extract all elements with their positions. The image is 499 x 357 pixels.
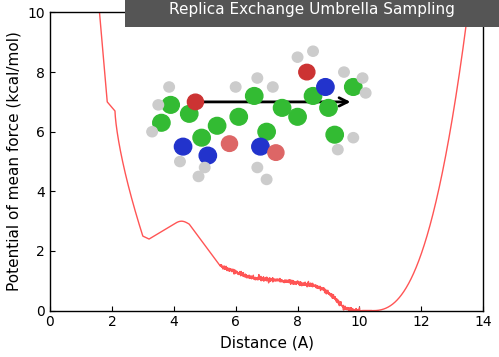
Circle shape xyxy=(222,136,238,151)
Circle shape xyxy=(289,109,306,125)
Circle shape xyxy=(175,156,185,167)
Circle shape xyxy=(326,126,343,143)
Circle shape xyxy=(153,115,170,131)
Y-axis label: Potential of mean force (kcal/mol): Potential of mean force (kcal/mol) xyxy=(7,32,22,291)
Circle shape xyxy=(273,100,291,116)
Circle shape xyxy=(348,132,358,143)
Circle shape xyxy=(292,52,303,62)
Circle shape xyxy=(317,79,334,95)
Circle shape xyxy=(339,67,349,77)
Circle shape xyxy=(181,105,198,122)
Circle shape xyxy=(188,94,204,110)
Circle shape xyxy=(304,87,322,104)
Text: Replica Exchange Umbrella Sampling: Replica Exchange Umbrella Sampling xyxy=(169,2,455,17)
Circle shape xyxy=(147,127,157,137)
Circle shape xyxy=(299,64,315,80)
Circle shape xyxy=(193,171,204,181)
Circle shape xyxy=(332,145,343,155)
Circle shape xyxy=(164,82,174,92)
Circle shape xyxy=(267,82,278,92)
Circle shape xyxy=(230,109,248,125)
Circle shape xyxy=(360,88,371,98)
Circle shape xyxy=(357,73,368,83)
Circle shape xyxy=(308,46,318,56)
Circle shape xyxy=(193,129,210,146)
Circle shape xyxy=(153,100,164,110)
Circle shape xyxy=(200,162,210,172)
Circle shape xyxy=(252,162,262,172)
Circle shape xyxy=(162,96,179,113)
Circle shape xyxy=(252,138,269,155)
Circle shape xyxy=(246,87,263,104)
X-axis label: Distance (A): Distance (A) xyxy=(220,335,313,350)
Circle shape xyxy=(199,147,217,164)
Circle shape xyxy=(174,138,192,155)
Circle shape xyxy=(252,73,262,83)
Circle shape xyxy=(231,82,241,92)
Circle shape xyxy=(345,79,362,95)
Circle shape xyxy=(268,145,284,160)
Circle shape xyxy=(320,100,337,116)
Circle shape xyxy=(258,124,275,140)
Circle shape xyxy=(261,174,272,185)
Circle shape xyxy=(209,117,226,134)
